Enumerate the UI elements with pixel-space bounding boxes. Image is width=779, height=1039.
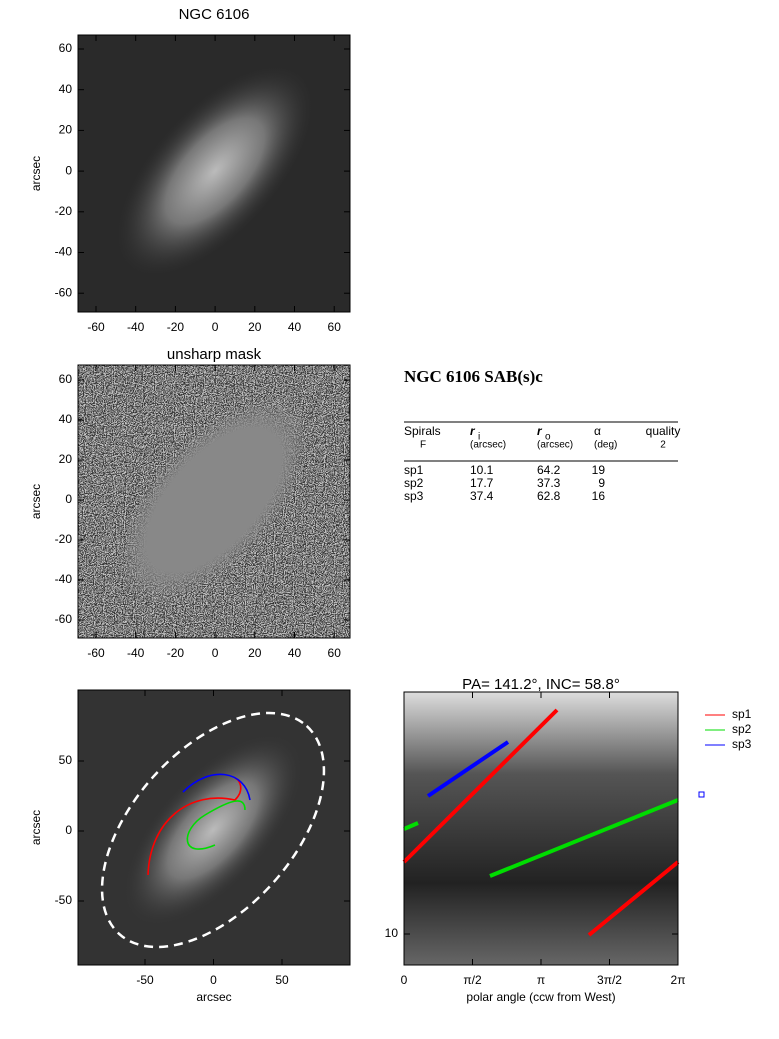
- column-header: r: [470, 424, 476, 438]
- y-tick-label: 0: [65, 492, 72, 506]
- table-cell: 17.7: [470, 476, 494, 490]
- y-tick-label: 0: [65, 823, 72, 837]
- x-tick-label: 50: [275, 973, 289, 987]
- table-cell: 9: [598, 476, 605, 490]
- galaxy-image: [78, 35, 350, 312]
- unsharp-mask-image: [78, 365, 350, 638]
- x-tick-label: 0: [212, 646, 219, 660]
- y-tick-label: 40: [59, 82, 73, 96]
- y-tick-label: -50: [55, 893, 73, 907]
- x-tick-label: -20: [167, 320, 185, 334]
- y-tick-label: 10: [385, 926, 399, 940]
- legend-label: sp1: [732, 707, 752, 721]
- x-tick-label: 0: [401, 973, 408, 987]
- legend-label: sp2: [732, 722, 752, 736]
- x-tick-label: -50: [136, 973, 154, 987]
- y-tick-label: -20: [55, 532, 73, 546]
- column-header: quality: [646, 424, 681, 438]
- x-tick-label: -60: [87, 646, 105, 660]
- x-tick-label: 0: [212, 320, 219, 334]
- y-axis-label: arcsec: [29, 810, 43, 845]
- x-tick-label: 60: [328, 320, 342, 334]
- y-tick-label: 0: [65, 163, 72, 177]
- x-tick-label: 2π: [671, 973, 686, 987]
- y-tick-label: 60: [59, 41, 73, 55]
- table-cell: 62.8: [537, 489, 561, 503]
- x-tick-label: -20: [167, 646, 185, 660]
- table-cell: sp3: [404, 489, 424, 503]
- x-tick-label: π/2: [463, 973, 482, 987]
- table-title: NGC 6106 SAB(s)c: [404, 367, 543, 386]
- x-tick-label: 3π/2: [597, 973, 622, 987]
- x-tick-label: π: [537, 973, 545, 987]
- column-header: Spirals: [404, 424, 441, 438]
- panel-title: NGC 6106: [179, 6, 250, 23]
- column-header: α: [594, 424, 601, 438]
- x-axis-label: polar angle (ccw from West): [466, 990, 615, 1004]
- x-tick-label: -40: [127, 646, 145, 660]
- x-tick-label: 20: [248, 646, 262, 660]
- column-unit: 2: [660, 440, 666, 451]
- table-cell: 19: [592, 463, 606, 477]
- y-tick-label: 60: [59, 372, 73, 386]
- column-unit: (deg): [594, 440, 617, 451]
- column-unit: F: [420, 440, 426, 451]
- x-tick-label: -40: [127, 320, 145, 334]
- x-axis-label: arcsec: [196, 990, 231, 1004]
- y-tick-label: 20: [59, 123, 73, 137]
- panel-title: unsharp mask: [167, 346, 262, 363]
- x-tick-label: -60: [87, 320, 105, 334]
- panel-title: PA= 141.2°, INC= 58.8°: [462, 676, 620, 693]
- table-cell: 37.3: [537, 476, 561, 490]
- table-cell: sp1: [404, 463, 424, 477]
- x-tick-label: 40: [288, 646, 302, 660]
- column-unit: (arcsec): [470, 440, 506, 451]
- y-tick-label: -40: [55, 572, 73, 586]
- spiral-fit-image: [78, 690, 350, 965]
- table-cell: 16: [592, 489, 606, 503]
- y-tick-label: 50: [59, 753, 73, 767]
- y-tick-label: -40: [55, 245, 73, 259]
- column-subscript: o: [545, 432, 551, 443]
- y-axis-label: arcsec: [29, 484, 43, 519]
- y-tick-label: -20: [55, 204, 73, 218]
- x-tick-label: 40: [288, 320, 302, 334]
- y-tick-label: 40: [59, 412, 73, 426]
- table-cell: sp2: [404, 476, 424, 490]
- table-cell: 64.2: [537, 463, 561, 477]
- x-tick-label: 60: [328, 646, 342, 660]
- y-axis-label: arcsec: [29, 156, 43, 191]
- legend-label: sp3: [732, 737, 752, 751]
- y-tick-label: -60: [55, 612, 73, 626]
- column-subscript: i: [478, 432, 480, 443]
- column-header: r: [537, 424, 543, 438]
- y-tick-label: -60: [55, 285, 73, 299]
- column-unit: (arcsec): [537, 440, 573, 451]
- table-cell: 37.4: [470, 489, 494, 503]
- table-cell: 10.1: [470, 463, 494, 477]
- x-tick-label: 0: [210, 973, 217, 987]
- y-tick-label: 20: [59, 452, 73, 466]
- polar-plot: [402, 692, 705, 965]
- x-tick-label: 20: [248, 320, 262, 334]
